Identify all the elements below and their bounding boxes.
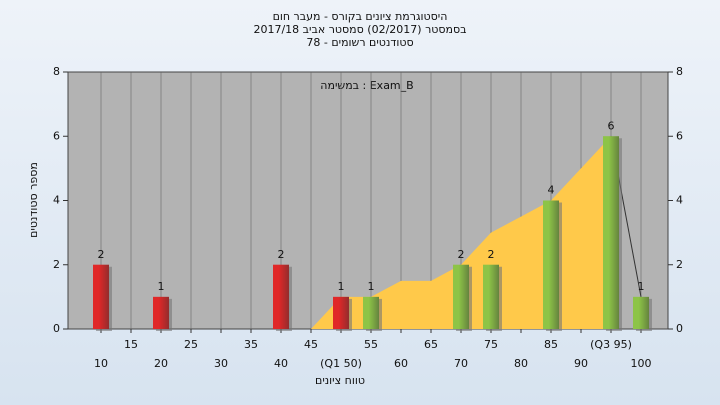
y-axis-label: מספר סטודנטים xyxy=(27,162,40,238)
y-tick-label: 2 xyxy=(53,258,60,271)
x-tick-label: (Q3 95) xyxy=(590,338,632,351)
y2-tick-label: 0 xyxy=(676,322,683,335)
bar-shine xyxy=(333,296,349,329)
bar-shine xyxy=(153,296,169,329)
y-tick-label: 8 xyxy=(53,65,60,78)
y2-tick-label: 8 xyxy=(676,65,683,78)
x-tick-label: 55 xyxy=(364,338,378,351)
x-tick-label: 10 xyxy=(94,357,108,370)
chart-title: היסטוגרמת ציונים בקורס - מעבר חום xyxy=(273,10,448,23)
data-label: 1 xyxy=(338,280,345,293)
x-tick-label: 45 xyxy=(304,338,318,351)
y2-tick-label: 6 xyxy=(676,129,683,142)
x-tick-label: 30 xyxy=(214,357,228,370)
x-tick-label: 100 xyxy=(631,357,652,370)
data-label: 2 xyxy=(458,248,465,261)
x-tick-label: 75 xyxy=(484,338,498,351)
bar-shine xyxy=(483,264,499,329)
x-tick-label: 90 xyxy=(574,357,588,370)
bar-shine xyxy=(363,296,379,329)
data-label: 2 xyxy=(98,248,105,261)
bar-shine xyxy=(633,296,649,329)
data-label: 1 xyxy=(638,280,645,293)
x-tick-label: 20 xyxy=(154,357,168,370)
x-tick-label: 35 xyxy=(244,338,258,351)
x-tick-label: 25 xyxy=(184,338,198,351)
y-tick-label: 6 xyxy=(53,129,60,142)
data-label: 2 xyxy=(488,248,495,261)
x-tick-label: 60 xyxy=(394,357,408,370)
x-tick-label: 80 xyxy=(514,357,528,370)
data-label: 6 xyxy=(608,119,615,132)
data-label: 2 xyxy=(278,248,285,261)
chart-subtitle: בסמסטר (02/2017) סמסטר אביב 2017/18 xyxy=(253,23,466,36)
x-axis-label: טווח ציונים xyxy=(315,374,365,387)
x-tick-label: 65 xyxy=(424,338,438,351)
y-tick-label: 0 xyxy=(53,322,60,335)
y2-tick-label: 2 xyxy=(676,258,683,271)
data-label: 1 xyxy=(368,280,375,293)
x-tick-label: 85 xyxy=(544,338,558,351)
bar-shine xyxy=(273,264,289,329)
chart-subtitle: סטודנטים רשומים - 78 xyxy=(306,36,413,49)
x-tick-label: 40 xyxy=(274,357,288,370)
x-tick-label: (Q1 50) xyxy=(320,357,362,370)
x-tick-label: 15 xyxy=(124,338,138,351)
x-tick-label: 70 xyxy=(454,357,468,370)
data-label: 4 xyxy=(548,184,555,197)
y2-tick-label: 4 xyxy=(676,194,683,207)
bar-shine xyxy=(93,264,109,329)
y-tick-label: 4 xyxy=(53,194,60,207)
data-label: 1 xyxy=(158,280,165,293)
bar-shine xyxy=(543,200,559,329)
area xyxy=(311,136,611,329)
annotation: במשימה : Exam_B xyxy=(320,79,413,92)
bar-shine xyxy=(603,136,619,329)
bar-shine xyxy=(453,264,469,329)
